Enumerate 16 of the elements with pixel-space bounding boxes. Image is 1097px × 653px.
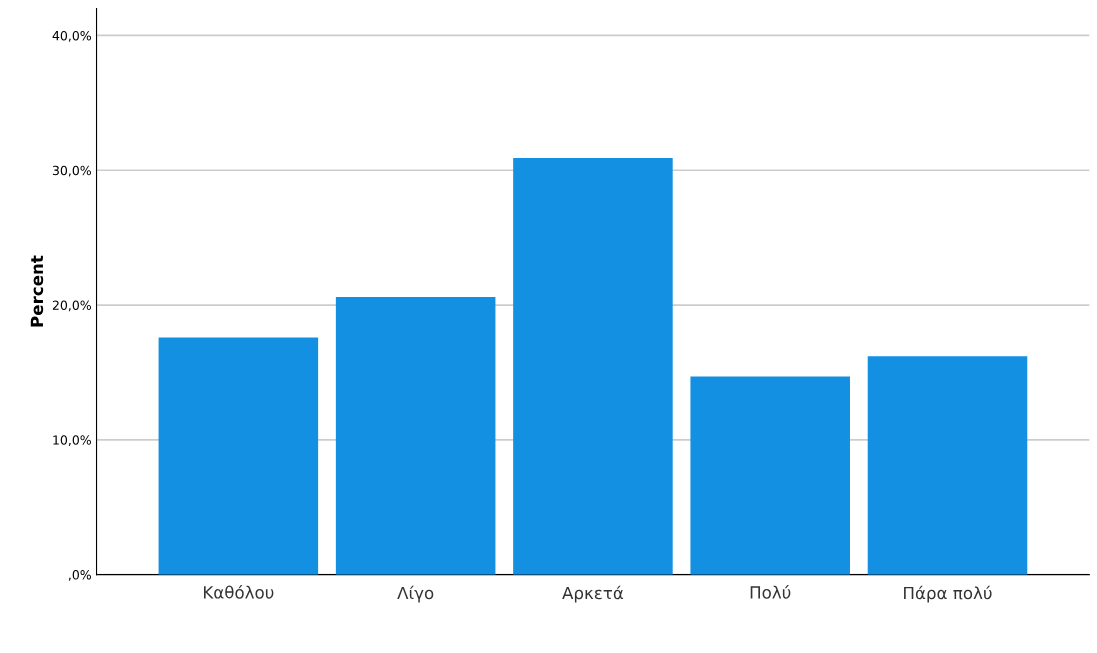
y-tick-label: 10,0% <box>53 435 91 447</box>
x-tick-label: Αρκετά <box>562 585 624 603</box>
y-tick-label: 40,0% <box>52 30 91 42</box>
bar <box>158 337 319 575</box>
x-tick-label: Καθόλου <box>203 585 274 599</box>
y-tick-label: ,0% <box>68 570 91 581</box>
y-tick-label: 30,0% <box>52 165 91 177</box>
bar <box>690 376 850 575</box>
y-tick-label: 20,0% <box>52 300 91 312</box>
x-tick-label: Πολύ <box>750 585 791 599</box>
x-tick-label: Λίγο <box>397 585 434 603</box>
bar <box>335 296 496 575</box>
bar <box>867 356 1028 575</box>
x-tick-label: Πάρα πολύ <box>904 585 992 603</box>
y-axis-title: Percent <box>30 255 44 327</box>
bar <box>513 158 673 575</box>
